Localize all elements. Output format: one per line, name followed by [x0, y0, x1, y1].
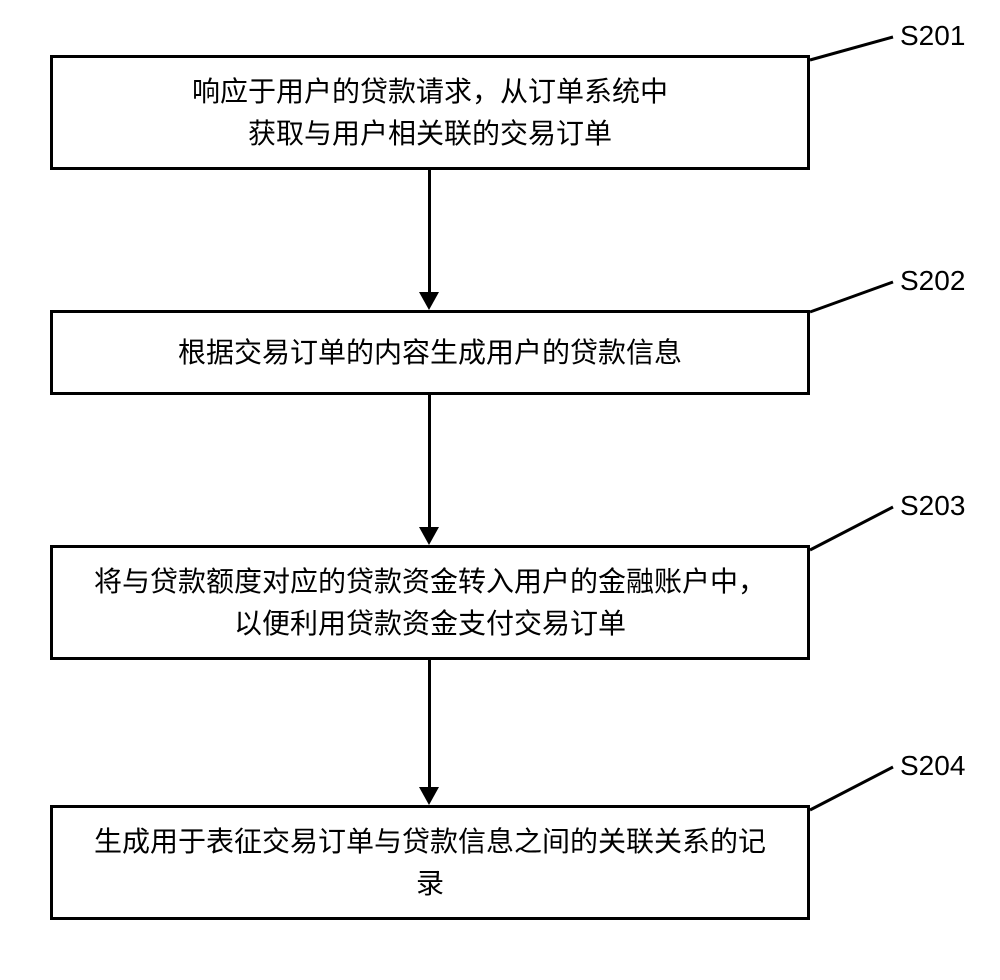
- step-label-s203: S203: [900, 490, 965, 522]
- connector-s203-s204: [428, 660, 431, 787]
- arrow-s201-s202: [419, 292, 439, 310]
- connector-s202-s203: [428, 395, 431, 527]
- step-text-s203: 将与贷款额度对应的贷款资金转入用户的金融账户中，以便利用贷款资金支付交易订单: [94, 561, 766, 645]
- step-text-s204: 生成用于表征交易订单与贷款信息之间的关联关系的记录: [94, 821, 766, 905]
- step-box-s204: 生成用于表征交易订单与贷款信息之间的关联关系的记录: [50, 805, 810, 920]
- step-label-s204: S204: [900, 750, 965, 782]
- step-text-s201: 响应于用户的贷款请求，从订单系统中获取与用户相关联的交易订单: [192, 71, 668, 155]
- step-label-s201: S201: [900, 20, 965, 52]
- step-box-s203: 将与贷款额度对应的贷款资金转入用户的金融账户中，以便利用贷款资金支付交易订单: [50, 545, 810, 660]
- arrow-s202-s203: [419, 527, 439, 545]
- step-label-s202: S202: [900, 265, 965, 297]
- step-box-s201: 响应于用户的贷款请求，从订单系统中获取与用户相关联的交易订单: [50, 55, 810, 170]
- arrow-s203-s204: [419, 787, 439, 805]
- step-box-s202: 根据交易订单的内容生成用户的贷款信息: [50, 310, 810, 395]
- connector-s201-s202: [428, 170, 431, 292]
- step-text-s202: 根据交易订单的内容生成用户的贷款信息: [178, 332, 682, 374]
- flowchart-container: 响应于用户的贷款请求，从订单系统中获取与用户相关联的交易订单 S201 根据交易…: [0, 0, 1000, 980]
